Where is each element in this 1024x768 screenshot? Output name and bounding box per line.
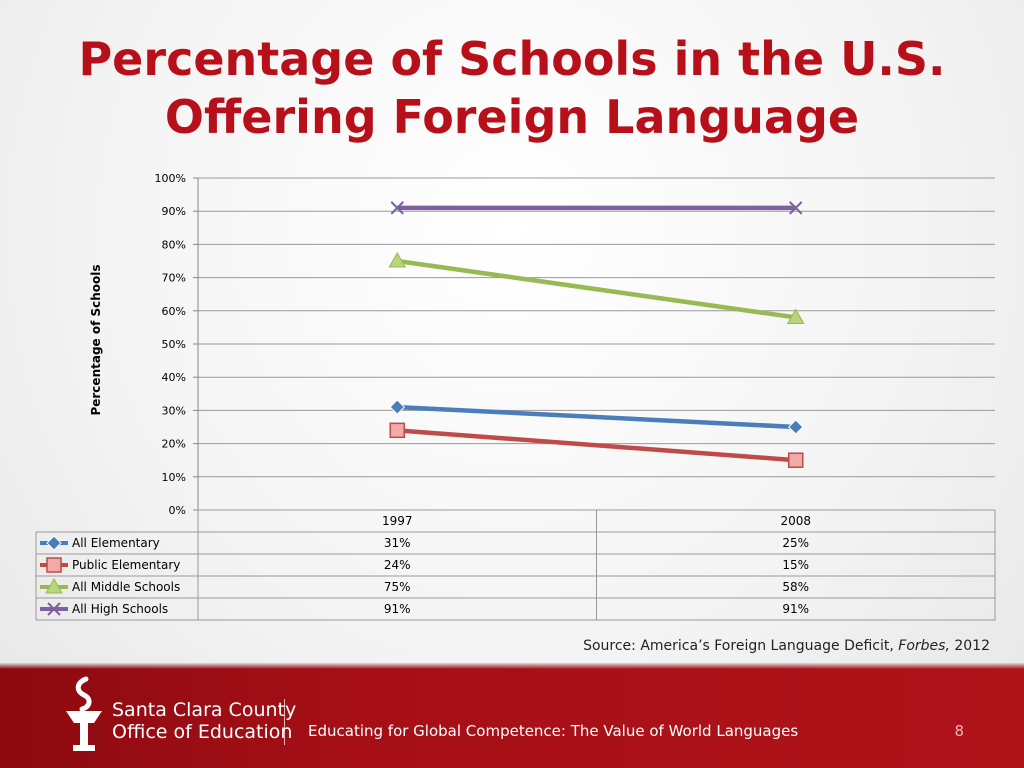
legend-key-marker xyxy=(46,557,62,573)
legend-key-marker xyxy=(45,577,63,594)
data-point-marker xyxy=(789,201,803,215)
y-tick-label: 60% xyxy=(162,305,186,318)
footer-caption: Educating for Global Competence: The Val… xyxy=(308,722,799,740)
org-name-line-1: Santa Clara County xyxy=(112,699,297,721)
legend-series-name: All Middle Schools xyxy=(72,580,180,594)
data-table-value: 25% xyxy=(782,536,809,550)
y-tick-label: 20% xyxy=(162,438,186,451)
source-publication: Forbes, xyxy=(898,638,950,654)
source-prefix: Source: America’s Foreign Language Defic… xyxy=(583,638,899,654)
source-year: 2012 xyxy=(949,638,990,654)
slide-title: Percentage of Schools in the U.S. Offeri… xyxy=(0,30,1024,146)
y-tick-label: 30% xyxy=(162,404,186,417)
y-tick-label: 10% xyxy=(162,471,186,484)
data-table-value: 15% xyxy=(782,558,809,572)
org-name-line-2: Office of Education xyxy=(112,721,293,743)
data-table-value: 91% xyxy=(384,602,411,616)
data-point-marker xyxy=(389,399,405,415)
data-point-marker xyxy=(389,422,405,439)
chart-svg: 0% 10% 20% 30% 40% 50% 60% 70% 80% 90% 100% 1997 200… xyxy=(35,172,996,621)
y-tick-label: 50% xyxy=(162,338,186,351)
y-tick-label: 80% xyxy=(162,238,186,251)
y-tick-label: 100% xyxy=(155,172,186,185)
data-table-value: 75% xyxy=(384,580,411,594)
data-point-marker xyxy=(788,452,804,468)
x-category-label: 2008 xyxy=(780,514,811,528)
y-tick-label: 90% xyxy=(162,205,186,218)
data-table-value: 31% xyxy=(384,536,411,550)
page-number: 8 xyxy=(954,722,964,740)
data-point-marker xyxy=(390,201,404,215)
data-point-marker xyxy=(786,308,805,324)
chart: 0% 10% 20% 30% 40% 50% 60% 70% 80% 90% 100% 1997 200… xyxy=(35,172,996,621)
series-line xyxy=(397,428,796,463)
slide-title-line-1: Percentage of Schools in the U.S. xyxy=(78,32,946,86)
series-line xyxy=(396,258,797,320)
logo-separator xyxy=(284,699,285,745)
data-point-marker xyxy=(788,419,804,435)
legend-series-name: Public Elementary xyxy=(72,558,180,572)
legend-key-marker xyxy=(47,602,61,616)
torch-logo-icon xyxy=(66,676,102,751)
legend-key-marker xyxy=(46,535,62,551)
slide-title-line-2: Offering Foreign Language xyxy=(164,90,860,144)
x-category-label: 1997 xyxy=(382,514,413,528)
data-table-value: 24% xyxy=(384,558,411,572)
data-table-value: 91% xyxy=(782,602,809,616)
footer-divider xyxy=(0,663,1024,669)
legend-series-name: All High Schools xyxy=(72,602,168,616)
y-tick-label: 40% xyxy=(162,371,186,384)
y-axis-title: Percentage of Schools xyxy=(89,264,103,416)
data-point-marker xyxy=(388,251,407,268)
data-table-value: 58% xyxy=(782,580,809,594)
y-tick-label: 0% xyxy=(169,504,186,517)
y-tick-label: 70% xyxy=(162,272,186,285)
footer-bar: Santa Clara County Office of Education E… xyxy=(0,663,1024,768)
source-citation: Source: America’s Foreign Language Defic… xyxy=(583,638,990,654)
legend-series-name: All Elementary xyxy=(72,536,160,550)
series-line xyxy=(397,404,796,430)
org-name: Santa Clara County Office of Education xyxy=(112,699,296,743)
